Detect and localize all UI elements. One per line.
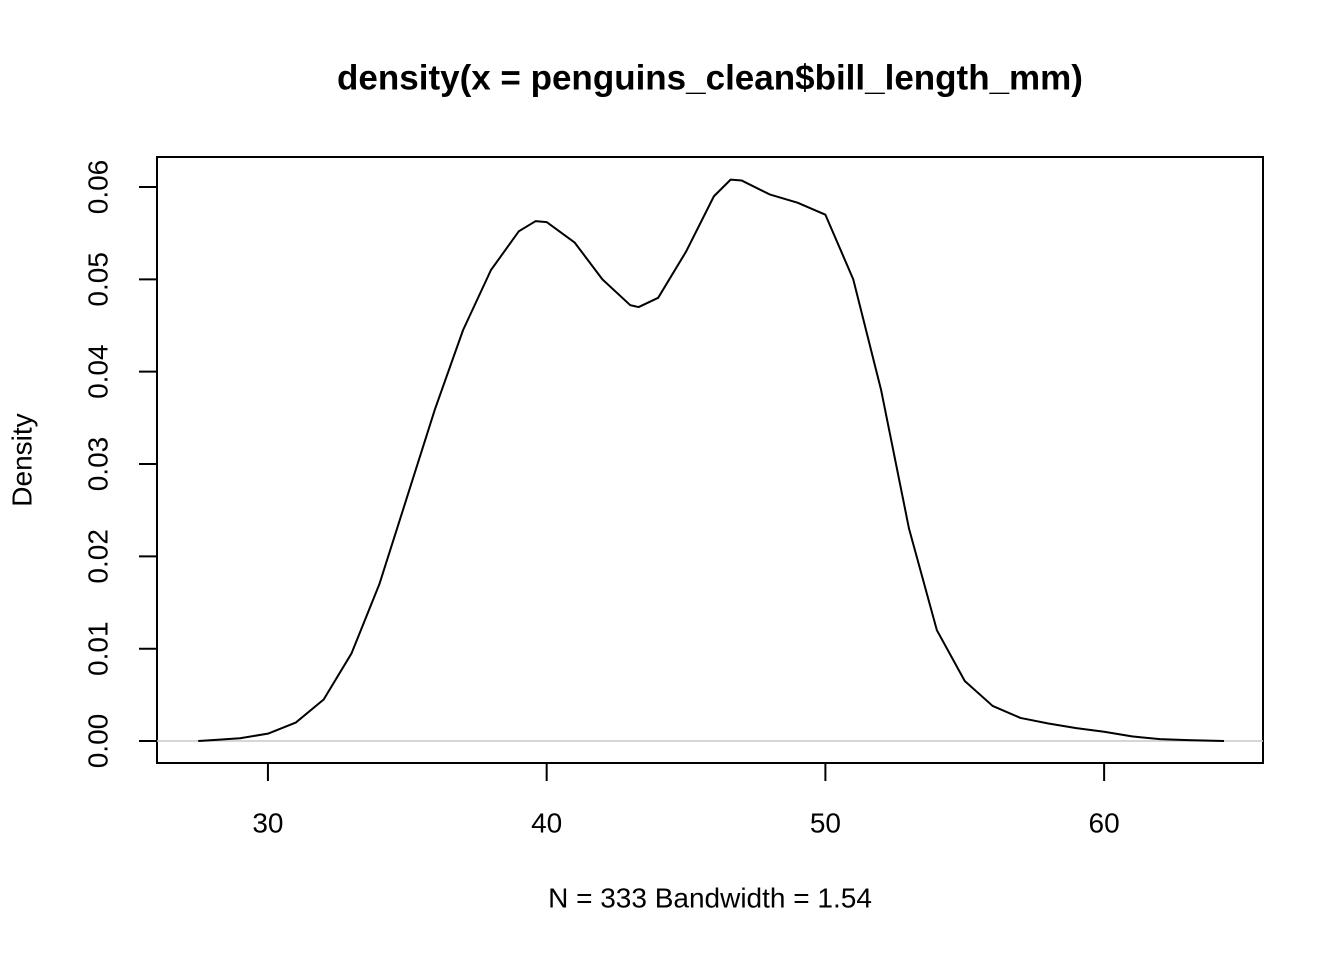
- x-tick-label: 50: [810, 807, 841, 838]
- y-tick-label: 0.05: [82, 252, 113, 307]
- x-tick-label: 40: [531, 807, 562, 838]
- y-tick-label: 0.03: [82, 437, 113, 492]
- y-tick-label: 0.04: [82, 344, 113, 399]
- y-axis-label: Density: [6, 413, 37, 506]
- x-tick-label: 30: [252, 807, 283, 838]
- y-tick-label: 0.06: [82, 160, 113, 215]
- y-tick-label: 0.00: [82, 714, 113, 769]
- y-tick-label: 0.02: [82, 529, 113, 584]
- density-line: [198, 178, 1225, 743]
- plot-frame: [156, 156, 1264, 764]
- y-tick-label: 0.01: [82, 621, 113, 676]
- x-axis-label: N = 333 Bandwidth = 1.54: [548, 882, 872, 913]
- x-tick-label: 60: [1089, 807, 1120, 838]
- chart-title: density(x = penguins_clean$bill_length_m…: [337, 58, 1083, 97]
